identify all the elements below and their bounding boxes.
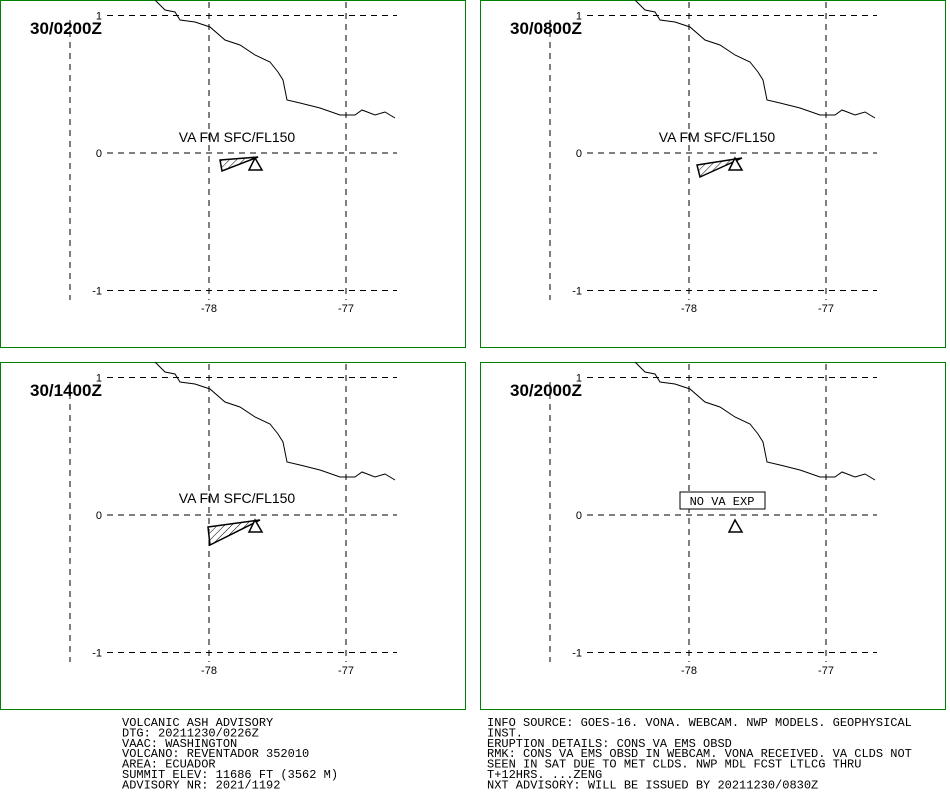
lon-label: -77 xyxy=(338,665,354,677)
advisory-line: VOLCANO: REVENTADOR 352010 xyxy=(122,747,309,761)
lat-label: 0 xyxy=(576,510,582,522)
lon-label: -78 xyxy=(201,665,217,677)
layer-label: NO VA EXP xyxy=(690,495,755,509)
lat-label: 0 xyxy=(96,510,102,522)
lat-label: 1 xyxy=(96,373,102,385)
advisory-line: ERUPTION DETAILS: CONS VA EMS OBSD xyxy=(487,737,732,751)
map-panel: 1 0 -1 -78 -77 30/2000Z NO VA EXP xyxy=(480,361,946,710)
lat-label: -1 xyxy=(572,286,582,298)
lat-label: 1 xyxy=(576,11,582,23)
map-panel: 1 0 -1 -78 -77 30/1400Z VA FM SFC/FL150 xyxy=(0,361,466,710)
volcano xyxy=(727,518,744,533)
lat-label: -1 xyxy=(92,286,102,298)
lon-label: -77 xyxy=(818,665,834,677)
lon-label: -77 xyxy=(338,303,354,315)
advisory-line: INST. xyxy=(487,726,523,740)
lon-label: -78 xyxy=(681,665,697,677)
map-panel: 1 0 -1 -78 -77 30/0200Z VA FM SFC/FL150 xyxy=(0,0,466,348)
valid-time: 30/1400Z xyxy=(30,381,102,400)
lon-label: -77 xyxy=(818,303,834,315)
lat-label: 0 xyxy=(576,148,582,160)
advisory-line: SUMMIT ELEV: 11686 FT (3562 M) xyxy=(122,768,338,782)
advisory-line: INFO SOURCE: GOES-16. VONA. WEBCAM. NWP … xyxy=(487,716,912,730)
layer-label: VA FM SFC/FL150 xyxy=(659,129,776,145)
lat-label: 0 xyxy=(96,148,102,160)
lat-label: 1 xyxy=(576,373,582,385)
lat-label: 1 xyxy=(96,11,102,23)
advisory-line: DTG: 20211230/0226Z xyxy=(122,726,259,740)
ash-area xyxy=(696,157,743,179)
label-box xyxy=(679,491,766,510)
volcano xyxy=(247,518,264,533)
layer-label: VA FM SFC/FL150 xyxy=(179,129,296,145)
ash-area xyxy=(219,156,259,173)
coastline xyxy=(634,0,876,119)
advisory-line: SEEN IN SAT DUE TO MET CLDS. NWP MDL FCS… xyxy=(487,758,861,772)
volcano xyxy=(247,156,264,171)
coastline xyxy=(154,361,396,481)
advisory-line: VOLCANIC ASH ADVISORY xyxy=(122,716,273,730)
coastline xyxy=(154,0,396,119)
ash-area xyxy=(207,519,261,547)
lat-label: -1 xyxy=(572,648,582,660)
advisory-line: ADVISORY NR: 2021/1192 xyxy=(122,778,280,792)
coastline xyxy=(634,361,876,481)
lon-label: -78 xyxy=(201,303,217,315)
layer-label: VA FM SFC/FL150 xyxy=(179,490,296,506)
valid-time: 30/0200Z xyxy=(30,19,102,38)
advisory-line: RMK: CONS VA EMS OBSD IN WEBCAM. VONA RE… xyxy=(487,747,912,761)
panel-frame xyxy=(480,362,946,710)
advisory-line: AREA: ECUADOR xyxy=(122,758,216,772)
advisory-line: T+12HRS. ...ZENG xyxy=(487,768,602,782)
volcano xyxy=(727,156,744,171)
advisory-line: NXT ADVISORY: WILL BE ISSUED BY 20211230… xyxy=(487,778,818,792)
lat-label: -1 xyxy=(92,648,102,660)
advisory-line: VAAC: WASHINGTON xyxy=(122,737,237,751)
panel-frame xyxy=(0,362,466,710)
valid-time: 30/2000Z xyxy=(510,381,582,400)
valid-time: 30/0800Z xyxy=(510,19,582,38)
lon-label: -78 xyxy=(681,303,697,315)
panel-frame xyxy=(480,0,946,348)
map-panel: 1 0 -1 -78 -77 30/0800Z VA FM SFC/FL150 xyxy=(480,0,946,348)
panel-frame xyxy=(0,0,466,348)
